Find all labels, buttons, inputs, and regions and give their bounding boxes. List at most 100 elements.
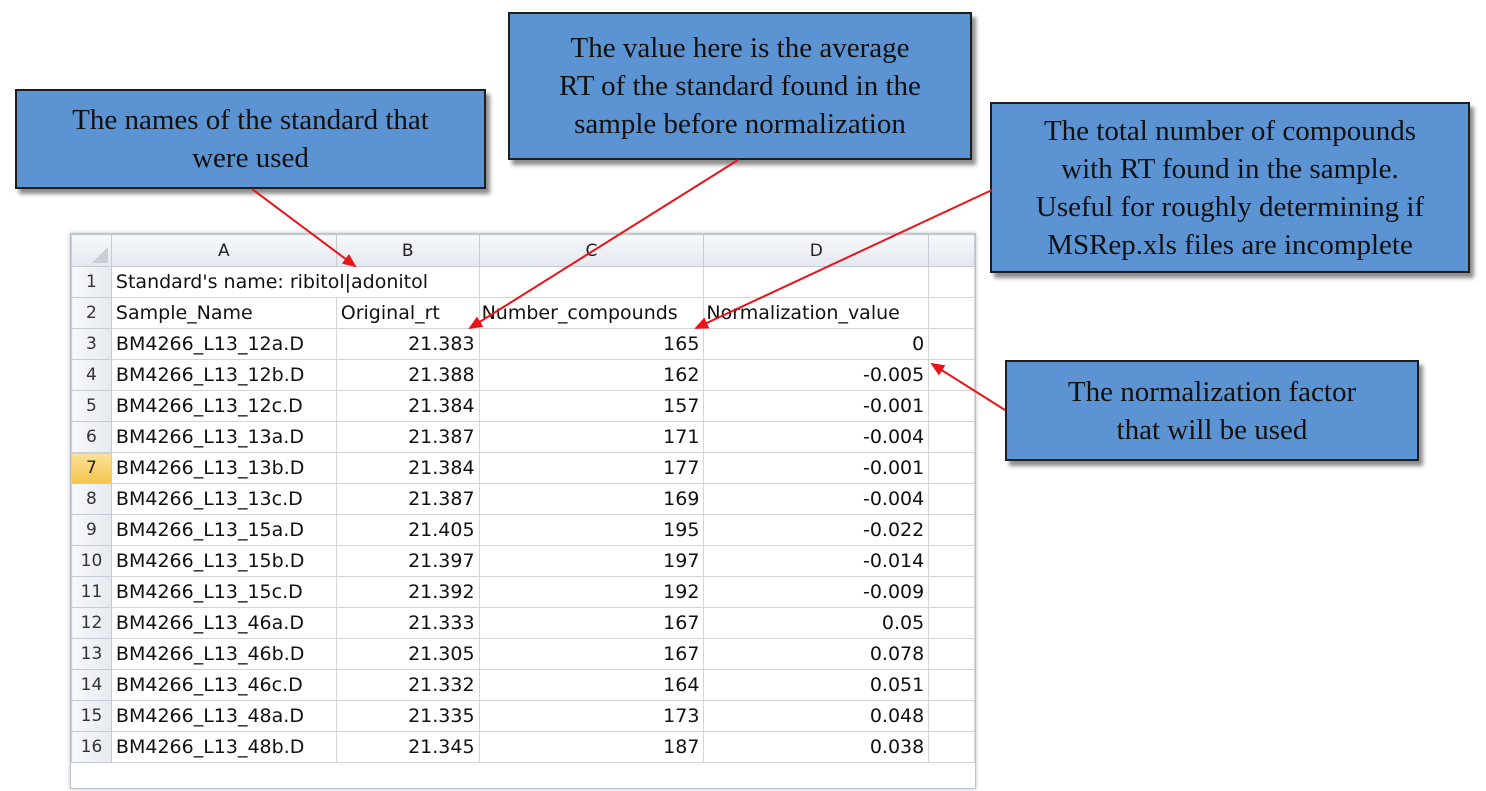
cell[interactable]: [703, 266, 930, 298]
row-header[interactable]: 14: [71, 669, 112, 701]
row-header[interactable]: 12: [71, 607, 112, 639]
number-compounds-cell[interactable]: 164: [478, 669, 705, 701]
sample-name-cell[interactable]: BM4266_L13_12a.D: [110, 328, 337, 360]
column-header-a[interactable]: A: [110, 234, 337, 267]
row-header[interactable]: 4: [71, 359, 112, 391]
number-compounds-cell[interactable]: 177: [478, 452, 705, 484]
normalization-value-cell[interactable]: 0.051: [703, 669, 930, 701]
sample-name-cell[interactable]: BM4266_L13_13a.D: [110, 421, 337, 453]
normalization-value-cell[interactable]: 0.048: [703, 700, 930, 732]
row-header[interactable]: 8: [71, 483, 112, 515]
row-header[interactable]: 7: [71, 452, 112, 484]
number-compounds-cell[interactable]: 165: [478, 328, 705, 360]
number-compounds-cell[interactable]: 173: [478, 700, 705, 732]
normalization-value-cell[interactable]: -0.005: [703, 359, 930, 391]
row-header[interactable]: 5: [71, 390, 112, 422]
number-compounds-cell[interactable]: 167: [478, 638, 705, 670]
header-cell-original-rt[interactable]: Original_rt: [335, 297, 480, 329]
number-compounds-cell[interactable]: 192: [478, 576, 705, 608]
row-header[interactable]: 16: [71, 731, 112, 763]
number-compounds-cell[interactable]: 162: [478, 359, 705, 391]
original-rt-cell[interactable]: 21.387: [335, 483, 480, 515]
row-header[interactable]: 10: [71, 545, 112, 577]
normalization-value-cell[interactable]: -0.022: [703, 514, 930, 546]
cell[interactable]: [928, 638, 975, 670]
cell[interactable]: [928, 576, 975, 608]
original-rt-cell[interactable]: 21.405: [335, 514, 480, 546]
original-rt-cell[interactable]: 21.305: [335, 638, 480, 670]
number-compounds-cell[interactable]: 197: [478, 545, 705, 577]
sample-name-cell[interactable]: BM4266_L13_13b.D: [110, 452, 337, 484]
standard-name-cell[interactable]: Standard's name: ribitol|adonitol: [110, 266, 480, 298]
cell[interactable]: [928, 421, 975, 453]
column-header-b[interactable]: B: [335, 234, 480, 267]
cell[interactable]: [928, 731, 975, 763]
cell[interactable]: [928, 514, 975, 546]
column-header-d[interactable]: D: [703, 234, 930, 267]
select-all-corner[interactable]: [71, 234, 112, 267]
row-header[interactable]: 6: [71, 421, 112, 453]
number-compounds-cell[interactable]: 169: [478, 483, 705, 515]
row-header[interactable]: 1: [71, 266, 112, 298]
original-rt-cell[interactable]: 21.384: [335, 390, 480, 422]
sample-name-cell[interactable]: BM4266_L13_46a.D: [110, 607, 337, 639]
cell[interactable]: [928, 483, 975, 515]
original-rt-cell[interactable]: 21.392: [335, 576, 480, 608]
row-header[interactable]: 2: [71, 297, 112, 329]
sample-name-cell[interactable]: BM4266_L13_48b.D: [110, 731, 337, 763]
cell[interactable]: [928, 390, 975, 422]
normalization-value-cell[interactable]: -0.001: [703, 390, 930, 422]
cell[interactable]: [478, 266, 705, 298]
original-rt-cell[interactable]: 21.387: [335, 421, 480, 453]
header-cell-sample-name[interactable]: Sample_Name: [110, 297, 337, 329]
number-compounds-cell[interactable]: 195: [478, 514, 705, 546]
normalization-value-cell[interactable]: -0.004: [703, 421, 930, 453]
sample-name-cell[interactable]: BM4266_L13_12b.D: [110, 359, 337, 391]
header-cell-normalization-value[interactable]: Normalization_value: [703, 297, 930, 329]
row-header[interactable]: 13: [71, 638, 112, 670]
sample-name-cell[interactable]: BM4266_L13_15a.D: [110, 514, 337, 546]
original-rt-cell[interactable]: 21.332: [335, 669, 480, 701]
sample-name-cell[interactable]: BM4266_L13_46b.D: [110, 638, 337, 670]
cell[interactable]: [928, 297, 975, 329]
normalization-value-cell[interactable]: 0.05: [703, 607, 930, 639]
original-rt-cell[interactable]: 21.335: [335, 700, 480, 732]
original-rt-cell[interactable]: 21.333: [335, 607, 480, 639]
sample-name-cell[interactable]: BM4266_L13_13c.D: [110, 483, 337, 515]
original-rt-cell[interactable]: 21.383: [335, 328, 480, 360]
sample-name-cell[interactable]: BM4266_L13_46c.D: [110, 669, 337, 701]
normalization-value-cell[interactable]: 0.078: [703, 638, 930, 670]
original-rt-cell[interactable]: 21.388: [335, 359, 480, 391]
column-header-e[interactable]: [928, 234, 975, 267]
original-rt-cell[interactable]: 21.397: [335, 545, 480, 577]
sample-name-cell[interactable]: BM4266_L13_15c.D: [110, 576, 337, 608]
normalization-value-cell[interactable]: 0: [703, 328, 930, 360]
normalization-value-cell[interactable]: -0.014: [703, 545, 930, 577]
normalization-value-cell[interactable]: -0.009: [703, 576, 930, 608]
number-compounds-cell[interactable]: 171: [478, 421, 705, 453]
number-compounds-cell[interactable]: 187: [478, 731, 705, 763]
cell[interactable]: [928, 359, 975, 391]
number-compounds-cell[interactable]: 157: [478, 390, 705, 422]
normalization-value-cell[interactable]: 0.038: [703, 731, 930, 763]
normalization-value-cell[interactable]: -0.001: [703, 452, 930, 484]
number-compounds-cell[interactable]: 167: [478, 607, 705, 639]
row-header[interactable]: 3: [71, 328, 112, 360]
original-rt-cell[interactable]: 21.384: [335, 452, 480, 484]
sample-name-cell[interactable]: BM4266_L13_48a.D: [110, 700, 337, 732]
normalization-value-cell[interactable]: -0.004: [703, 483, 930, 515]
column-header-c[interactable]: C: [478, 234, 705, 267]
row-header[interactable]: 9: [71, 514, 112, 546]
sample-name-cell[interactable]: BM4266_L13_15b.D: [110, 545, 337, 577]
row-header[interactable]: 15: [71, 700, 112, 732]
cell[interactable]: [928, 607, 975, 639]
cell[interactable]: [928, 700, 975, 732]
sample-name-cell[interactable]: BM4266_L13_12c.D: [110, 390, 337, 422]
cell[interactable]: [928, 545, 975, 577]
cell[interactable]: [928, 452, 975, 484]
cell[interactable]: [928, 266, 975, 298]
cell[interactable]: [928, 328, 975, 360]
original-rt-cell[interactable]: 21.345: [335, 731, 480, 763]
row-header[interactable]: 11: [71, 576, 112, 608]
cell[interactable]: [928, 669, 975, 701]
